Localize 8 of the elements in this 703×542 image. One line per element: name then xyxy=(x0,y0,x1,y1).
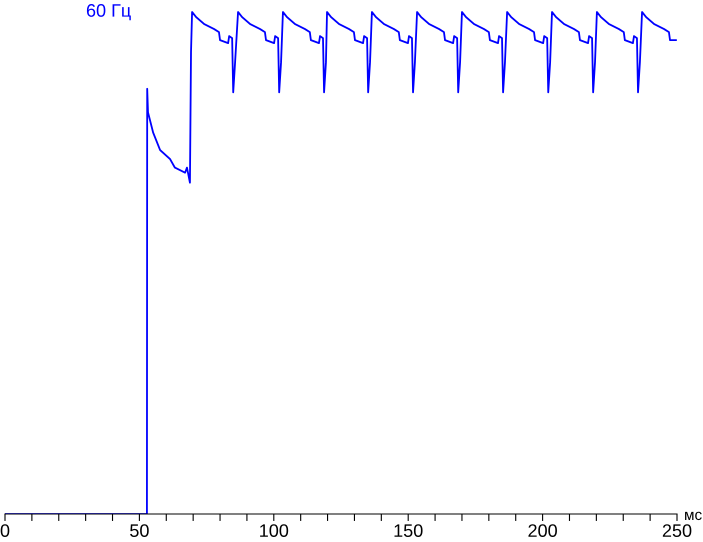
x-axis-title: мс xyxy=(685,512,702,520)
x-tick-label: 0 xyxy=(0,524,10,537)
chart-title: 60 Гц xyxy=(86,4,131,20)
x-tick-label: 150 xyxy=(394,524,423,537)
x-tick-label: 100 xyxy=(260,524,288,537)
x-tick-label: 50 xyxy=(130,524,149,537)
x-tick-label: 250 xyxy=(662,524,692,537)
x-tick-label: 200 xyxy=(528,524,557,537)
